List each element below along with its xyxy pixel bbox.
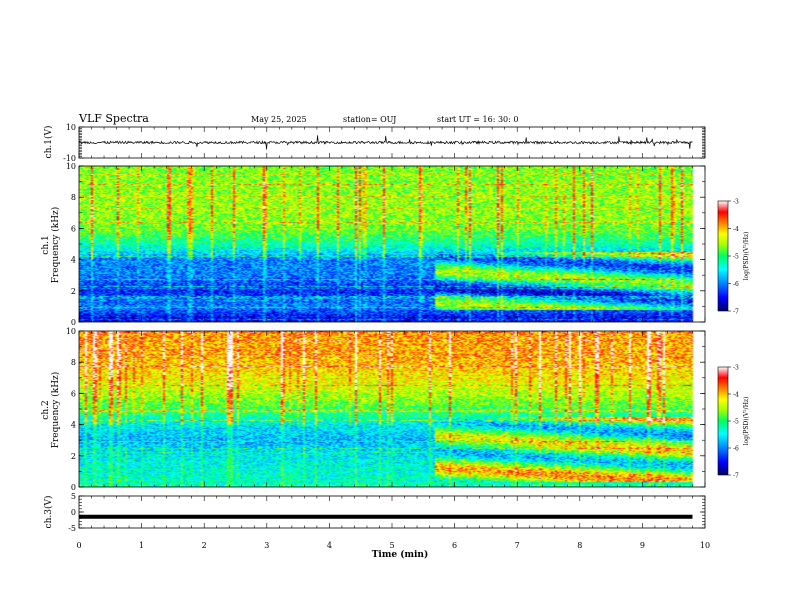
ch2-spectrogram-ylabel-2: Frequency (kHz) [50,372,61,449]
ch2-spectrogram-ytick-label: 8 [71,358,76,367]
colorbar-ch1-tick-label: -5 [733,254,739,261]
colorbar-ch2: -3 -4 -5 -6 -7 log(PSD)(V²/Hz) [717,365,750,480]
ch2-spectrogram-ytick-label: 10 [66,327,76,336]
x-tick-label: 10 [700,541,710,550]
colorbar-ch1-label: log(PSD)(V²/Hz) [743,232,750,281]
ch1-waveform-ytick-label: -10 [63,154,76,163]
header-station: station= OUJ [343,115,397,124]
x-tick-label: 8 [577,541,582,550]
panel-frames [78,126,706,529]
ch1-spectrogram-ylabel-2: Frequency (kHz) [50,207,61,284]
ch2-spectrogram-panel [79,331,705,487]
ch2-spectrogram-ytick-label: 2 [71,452,76,461]
x-tick-label: 5 [389,541,394,550]
ch3-waveform-ytick-label: -5 [68,524,76,533]
colorbar-ch1-tick-label: -7 [733,309,739,316]
ch2-spectrogram-ytick-label: 4 [71,421,76,430]
colorbar-ch2-tick-label: -3 [733,365,739,372]
ch1-spectrogram-ytick-label: 10 [66,162,76,171]
ch3-waveform-ytick-label: 0 [71,508,76,517]
colorbar-ch1-tick-label: -4 [733,226,739,233]
x-tick-label: 9 [640,541,645,550]
ch3-waveform-ytick-label: 5 [71,492,76,501]
ch3-waveform-frame [78,495,706,529]
colorbar-ch1: -3 -4 -5 -6 -7 log(PSD)(V²/Hz) [717,199,750,316]
ch1-spectrogram-ytick-label: 8 [71,193,76,202]
colorbar-ch2-gradient [717,366,729,476]
ch2-spectrogram-ytick-label: 6 [71,389,76,398]
ch2-spectrogram-image [79,331,705,487]
ch1-waveform-ylabel: ch.1(V) [43,126,54,159]
header-date: May 25, 2025 [251,115,307,124]
x-tick-label: 0 [76,541,81,550]
ch1-waveform-panel [78,135,693,150]
ch1-waveform-ytick-label: 10 [66,123,76,132]
ch1-waveform-frame [78,126,706,159]
colorbar-ch1-tick-label: -3 [733,199,739,206]
x-axis-label: Time (min) [372,549,429,560]
x-tick-label: 1 [139,541,144,550]
ch1-spectrogram-ytick-label: 6 [71,224,76,233]
ch1-spectrogram-frame [78,165,706,323]
x-tick-label: 7 [515,541,520,550]
ch1-spectrogram-ytick-label: 0 [71,318,76,327]
colorbar-ch1-ticks: -3 -4 -5 -6 -7 [728,199,739,316]
colorbar-ch2-tick-label: -7 [733,473,739,480]
x-tick-label: 3 [264,541,269,550]
header-start-time: start UT = 16: 30: 0 [437,115,519,124]
colorbar-ch2-tick-label: -5 [733,419,739,426]
x-tick-label: 2 [202,541,207,550]
x-tick-label: 6 [452,541,457,550]
ch1-spectrogram-ylabel-1: ch.1 [41,235,51,254]
ch2-spectrogram-frame [78,330,706,488]
figure-title: VLF Spectra [79,112,149,125]
ch3-waveform-ylabel: ch.3(V) [43,496,54,529]
colorbar-ch1-gradient [717,200,729,312]
colorbar-ch2-ticks: -3 -4 -5 -6 -7 [728,365,739,480]
x-tick-label: 4 [327,541,332,550]
ch2-spectrogram-ytick-label: 0 [71,483,76,492]
colorbar-ch1-tick-label: -6 [733,281,739,288]
colorbar-ch2-tick-label: -4 [733,392,739,399]
ch1-spectrogram-image [79,166,705,322]
ch1-waveform-trace [78,135,693,150]
colorbar-ch2-tick-label: -6 [733,446,739,453]
ch1-spectrogram-panel [79,166,705,322]
ch2-spectrogram-ylabel-1: ch.2 [41,400,51,419]
ch1-spectrogram-ytick-label: 4 [71,256,76,265]
ch1-spectrogram-ytick-label: 2 [71,287,76,296]
colorbar-ch2-label: log(PSD)(V²/Hz) [743,397,750,446]
